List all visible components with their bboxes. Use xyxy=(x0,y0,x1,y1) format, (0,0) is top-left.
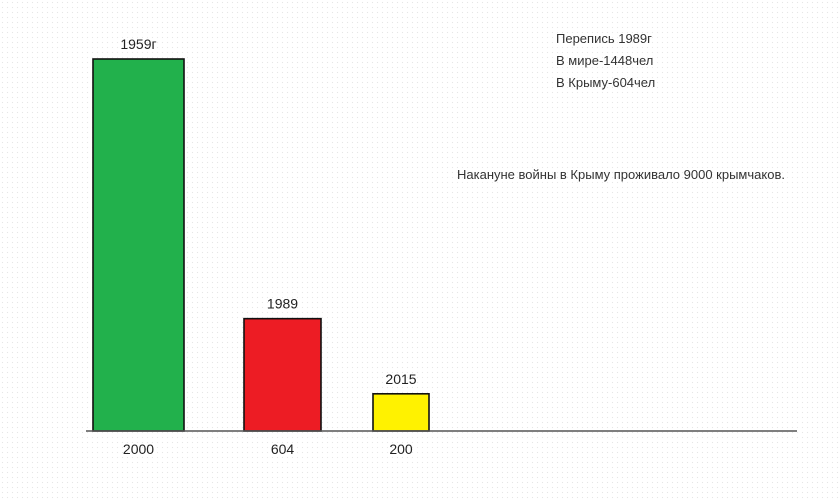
bar-category-label-1959: 1959г xyxy=(120,36,156,52)
census-note-world: В мире-1448чел xyxy=(556,53,654,68)
bar-value-label-2015: 200 xyxy=(389,441,413,457)
bar-2015 xyxy=(372,392,430,432)
war-note: Накануне войны в Крыму проживало 9000 кр… xyxy=(457,167,785,182)
bar-1959 xyxy=(92,58,185,432)
census-note: Перепись 1989г В мире-1448чел В Крыму-60… xyxy=(556,28,655,94)
census-note-title: Перепись 1989г xyxy=(556,31,652,46)
bar-value-label-1959: 2000 xyxy=(123,441,154,457)
bar-value-label-1989: 604 xyxy=(271,441,295,457)
bar-category-label-2015: 2015 xyxy=(385,371,416,387)
bar-category-label-1989: 1989 xyxy=(267,296,298,312)
bar-1989 xyxy=(243,317,322,432)
census-note-crimea: В Крыму-604чел xyxy=(556,75,656,90)
